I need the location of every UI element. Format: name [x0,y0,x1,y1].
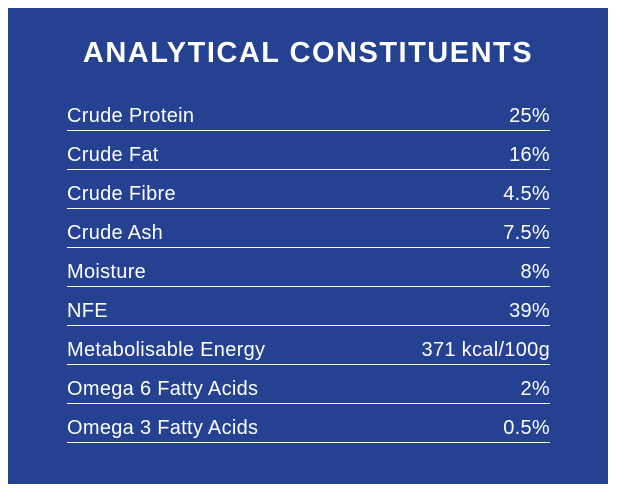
row-value: 25% [509,105,550,127]
row-value: 0.5% [503,417,550,439]
row-value: 2% [520,378,550,400]
panel-title: ANALYTICAL CONSTITUENTS [82,37,534,69]
row-label: NFE [67,300,108,322]
row-value: 16% [509,144,550,166]
row-value: 39% [509,300,550,322]
constituents-table: Crude Protein 25% Crude Fat 16% Crude Fibre 4… [67,92,550,443]
row-label: Crude Fibre [67,183,176,205]
table-row: Crude Fibre 4.5% [67,170,550,209]
table-row: Metabolisable Energy 371 kcal/100g [67,326,550,365]
row-value: 8% [520,261,550,283]
row-value: 7.5% [503,222,550,244]
table-row: NFE 39% [67,287,550,326]
table-row: Crude Protein 25% [67,92,550,131]
row-value: 371 kcal/100g [421,339,550,361]
table-row: Crude Fat 16% [67,131,550,170]
table-row: Omega 6 Fatty Acids 2% [67,365,550,404]
row-label: Crude Fat [67,144,159,166]
row-label: Crude Protein [67,105,195,127]
table-row: Moisture 8% [67,248,550,287]
row-label: Moisture [67,261,147,283]
table-row: Crude Ash 7.5% [67,209,550,248]
row-value: 4.5% [503,183,550,205]
row-label: Omega 3 Fatty Acids [67,417,259,439]
analytical-constituents-panel: ANALYTICAL CONSTITUENTS Crude Protein 25%… [8,8,608,484]
row-label: Metabolisable Energy [67,339,266,361]
row-label: Crude Ash [67,222,164,244]
row-label: Omega 6 Fatty Acids [67,378,259,400]
table-row: Omega 3 Fatty Acids 0.5% [67,404,550,443]
